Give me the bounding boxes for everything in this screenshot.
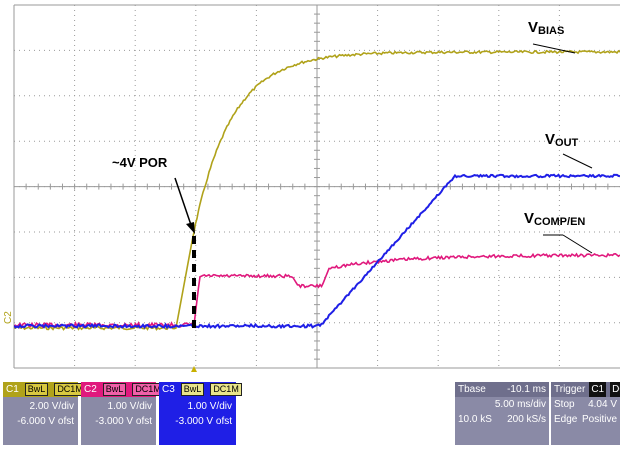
sample-count: 10.0 kS xyxy=(458,414,492,425)
bw-limit-tag: BwL xyxy=(102,383,127,396)
channel-body-c2: 1.00 V/div -3.000 V ofst xyxy=(81,397,156,445)
offset-value: -6.000 V ofst xyxy=(17,416,74,427)
graticule xyxy=(13,4,620,369)
sample-rate: 200 kS/s xyxy=(507,414,546,425)
trace-ch3-vout xyxy=(14,173,620,330)
trigger-label: Trigger xyxy=(554,384,586,395)
trigger-source: C1 xyxy=(589,382,607,397)
volts-per-div: 1.00 V/div xyxy=(107,401,152,412)
coupling-tag: DC1M xyxy=(54,383,86,396)
channel-body-c3: 1.00 V/div -3.000 V ofst xyxy=(159,397,236,445)
label-vcomp-en: VCOMP/EN xyxy=(524,210,585,228)
volts-per-div: 2.00 V/div xyxy=(29,401,74,412)
channel-name: C2 xyxy=(84,384,97,395)
timebase-header: Tbase -10.1 ms xyxy=(455,382,549,397)
channel-name: C3 xyxy=(162,384,175,395)
label-vbias: VBIAS xyxy=(528,19,564,37)
channel-header-c3: C3 BwL DC1M xyxy=(159,382,242,397)
trigger-type: Edge xyxy=(554,414,578,425)
trigger-header: Trigger C1 DC xyxy=(551,382,620,397)
bw-limit-tag: BwL xyxy=(180,383,205,396)
trigger-type-row: Edge Positive xyxy=(551,412,620,427)
trigger-state-row: Stop 4.04 V xyxy=(551,397,620,412)
timebase-delay: -10.1 ms xyxy=(507,384,546,395)
channel-body-c1: 2.00 V/div -6.000 V ofst xyxy=(3,397,78,445)
channel-panel-c1[interactable]: C1 BwL DC1M 2.00 V/div -6.000 V ofst xyxy=(3,382,86,445)
trigger-slope: Positive xyxy=(581,414,617,425)
volts-per-div: 1.00 V/div xyxy=(187,401,232,412)
timebase-label: Tbase xyxy=(458,384,486,395)
bw-limit-tag: BwL xyxy=(24,383,49,396)
channel-panel-c3[interactable]: C3 BwL DC1M 1.00 V/div -3.000 V ofst xyxy=(159,382,242,445)
timebase-scale: 5.00 ms/div xyxy=(494,399,546,410)
trigger-coupling: DC xyxy=(610,382,620,397)
vcomp-leader-line xyxy=(562,234,593,254)
channel-header-c2: C2 BwL DC1M xyxy=(81,382,164,397)
timebase-panel[interactable]: Tbase -10.1 ms 5.00 ms/div 10.0 kS 200 k… xyxy=(455,382,549,445)
vout-leader-line xyxy=(562,153,593,169)
offset-value: -3.000 V ofst xyxy=(175,416,232,427)
vbias-leader-line xyxy=(532,43,576,54)
channel-name: C1 xyxy=(6,384,19,395)
trace-ch1-vbias xyxy=(14,49,620,331)
label-vout: VOUT xyxy=(545,131,579,149)
channel-header-c1: C1 BwL DC1M xyxy=(3,382,86,397)
timebase-acq-row: 10.0 kS 200 kS/s xyxy=(455,412,549,427)
por-arrow-line xyxy=(174,177,192,226)
por-arrow-head xyxy=(186,222,195,234)
trigger-position-marker xyxy=(191,366,197,372)
coupling-tag: DC1M xyxy=(210,383,242,396)
trigger-panel[interactable]: Trigger C1 DC Stop 4.04 V Edge Positive xyxy=(551,382,620,445)
trigger-level: 4.04 V xyxy=(588,399,617,410)
channel-ground-marker: C2 xyxy=(3,311,14,324)
label-por: ~4V POR xyxy=(112,155,168,170)
channel-panel-c2[interactable]: C2 BwL DC1M 1.00 V/div -3.000 V ofst xyxy=(81,382,164,445)
trigger-mode: Stop xyxy=(554,399,575,410)
offset-value: -3.000 V ofst xyxy=(95,416,152,427)
